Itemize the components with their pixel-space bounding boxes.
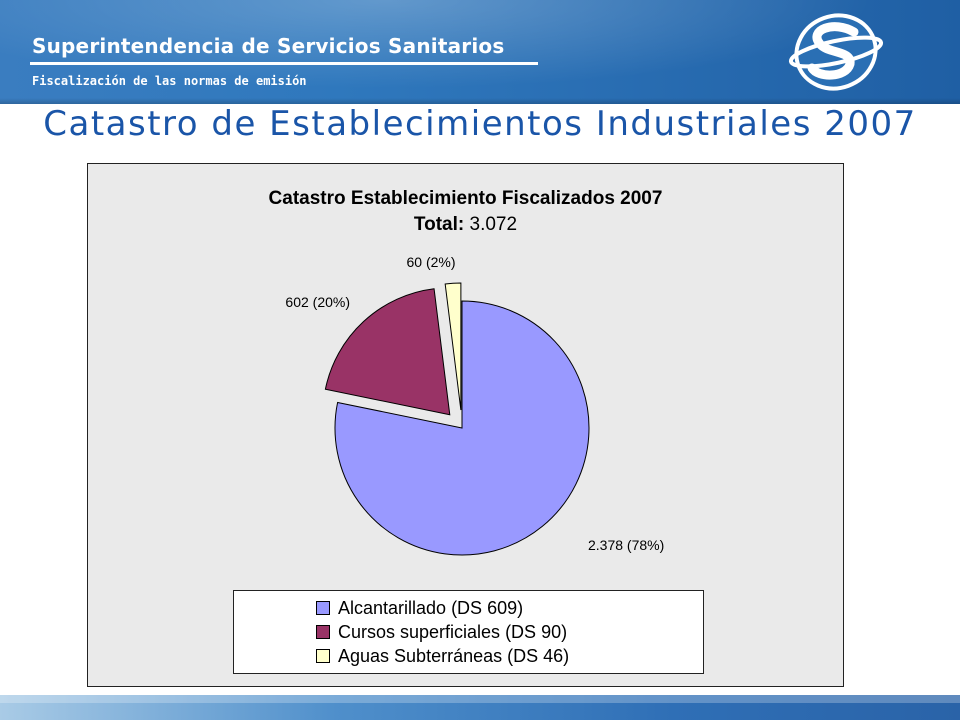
chart-total-label: Total: <box>413 214 465 235</box>
footer-sheen <box>0 695 960 703</box>
legend-item-3: Aguas Subterráneas (DS 46) <box>316 645 569 667</box>
legend-swatch-3 <box>316 649 330 663</box>
pie-slice-label-1: 2.378 (78%) <box>588 537 664 553</box>
pie-slice-label-2: 602 (20%) <box>285 294 350 310</box>
slide-title: Catastro de Establecimientos Industriale… <box>43 104 917 144</box>
header-subtitle: Fiscalización de las normas de emisión <box>32 74 307 88</box>
sss-swirl-logo-icon <box>788 13 884 91</box>
legend-swatch-1 <box>316 601 330 615</box>
legend-label-3: Aguas Subterráneas (DS 46) <box>338 645 570 666</box>
pie-slice-1 <box>334 300 590 556</box>
chart-area: Catastro Establecimiento Fiscalizados 20… <box>87 163 844 687</box>
chart-subtitle: Total: 3.072 <box>88 214 843 236</box>
legend-swatch-2 <box>316 625 330 639</box>
chart-total-value: 3.072 <box>469 214 518 235</box>
legend-label-1: Alcantarillado (DS 609) <box>338 597 524 618</box>
chart-legend: Alcantarillado (DS 609) Cursos superficia… <box>233 590 704 674</box>
slide-footer <box>0 695 960 720</box>
legend-item-2: Cursos superficiales (DS 90) <box>316 621 567 643</box>
slide-header: Superintendencia de Servicios Sanitarios… <box>0 0 960 104</box>
pie-slice-label-3: 60 (2%) <box>406 254 455 270</box>
header-shadow <box>0 98 960 104</box>
legend-label-2: Cursos superficiales (DS 90) <box>338 621 568 642</box>
pie-slice-3 <box>444 282 462 411</box>
chart-title: Catastro Establecimiento Fiscalizados 20… <box>268 188 663 209</box>
pie-slice-2 <box>324 288 451 416</box>
header-divider <box>30 62 538 65</box>
legend-item-1: Alcantarillado (DS 609) <box>316 597 523 619</box>
organization-name: Superintendencia de Servicios Sanitarios <box>32 34 505 58</box>
pie-chart: 2.378 (78%) 602 (20%) 60 (2%) <box>285 254 664 556</box>
